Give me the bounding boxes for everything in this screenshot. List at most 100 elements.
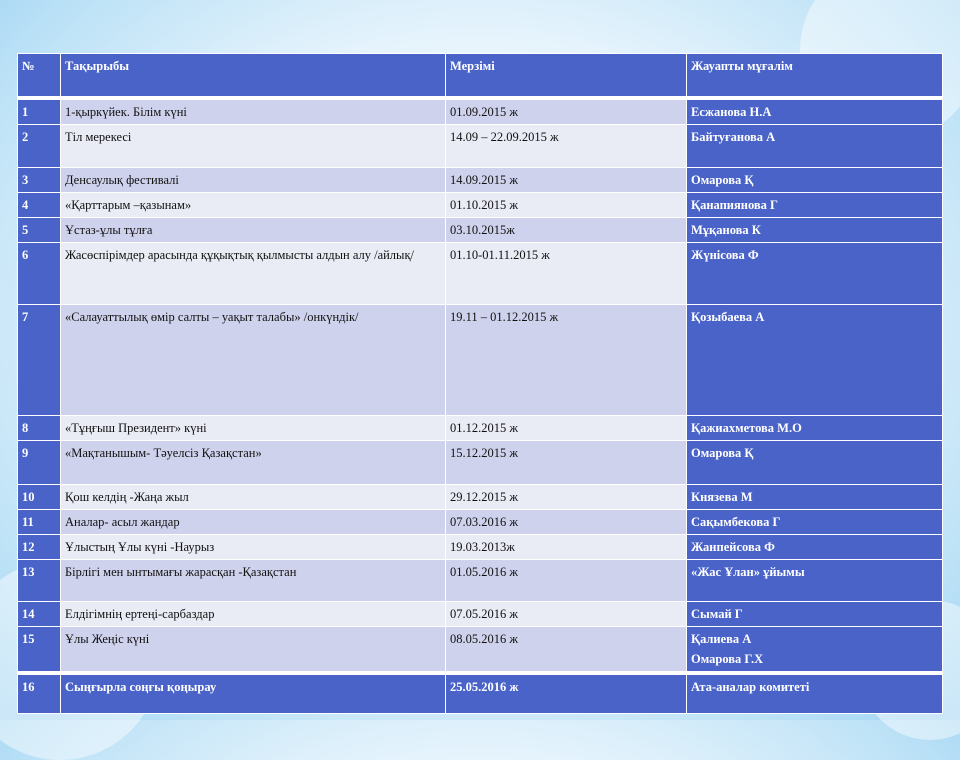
table-row: 16 Сыңғырла соңғы қоңырау 25.05.2016 ж Ата-… xyxy=(17,671,943,714)
row-responsible-text: Омарова Қ xyxy=(691,173,754,187)
table-row: 4 «Қарттарым –қазынам» 01.10.2015 ж Қанапия… xyxy=(17,192,943,218)
row-topic-text: Ұлы Жеңіс күні xyxy=(65,632,150,646)
row-date-text: 01.10-01.11.2015 ж xyxy=(450,248,550,262)
row-number-text: 6 xyxy=(22,248,29,262)
row-date-text: 07.05.2016 ж xyxy=(450,607,519,621)
row-number-text: 2 xyxy=(22,130,29,144)
row-date-text: 15.12.2015 ж xyxy=(450,446,519,460)
row-date: 19.11 – 01.12.2015 ж xyxy=(445,304,687,416)
row-responsible-text: Ата-аналар комитеті xyxy=(691,680,810,694)
row-topic: Сыңғырла соңғы қоңырау xyxy=(60,671,446,714)
table-row: 6 Жасөспірімдер арасында құқықтық қылмыст… xyxy=(17,242,943,305)
row-topic: «Қарттарым –қазынам» xyxy=(60,192,446,218)
row-date: 01.09.2015 ж xyxy=(445,97,687,125)
row-date: 01.05.2016 ж xyxy=(445,559,687,602)
row-topic: Елдігімнің ертеңі-сарбаздар xyxy=(60,601,446,627)
row-responsible: Қанапиянова Г xyxy=(686,192,943,218)
row-responsible-text: Сақымбекова Г xyxy=(691,515,781,529)
row-responsible-text: Қажиахметова М.О xyxy=(691,421,802,435)
row-number: 7 xyxy=(17,304,61,416)
row-topic: Қош келдің -Жаңа жыл xyxy=(60,484,446,510)
row-topic: «Мақтанышым- Тәуелсіз Қазақстан» xyxy=(60,440,446,485)
row-number-text: 3 xyxy=(22,173,29,187)
table-row: 11 Аналар- асыл жандар 07.03.2016 ж Сақымбе… xyxy=(17,509,943,535)
row-responsible-text: Қанапиянова Г xyxy=(691,198,778,212)
row-date-text: 07.03.2016 ж xyxy=(450,515,519,529)
row-number: 16 xyxy=(17,671,61,714)
row-date-text: 19.03.2013ж xyxy=(450,540,515,554)
row-date: 19.03.2013ж xyxy=(445,534,687,560)
row-topic-text: Бірлігі мен ынтымағы жарасқан -Қазақстан xyxy=(65,565,297,579)
row-number: 11 xyxy=(17,509,61,535)
header-number: № xyxy=(17,53,61,100)
table-row: 14 Елдігімнің ертеңі-сарбаздар 07.05.2016 … xyxy=(17,601,943,627)
row-topic: Жасөспірімдер арасында құқықтық қылмысты… xyxy=(60,242,446,305)
row-date: 15.12.2015 ж xyxy=(445,440,687,485)
table-row: 2 Тіл мерекесі 14.09 – 22.09.2015 ж Байтуға… xyxy=(17,124,943,168)
row-topic-text: Денсаулық фестивалі xyxy=(65,173,179,187)
row-number-text: 12 xyxy=(22,540,35,554)
row-responsible-text: Есжанова Н.А xyxy=(691,105,772,119)
row-topic-text: Қош келдің -Жаңа жыл xyxy=(65,490,189,504)
row-number: 14 xyxy=(17,601,61,627)
row-number-text: 11 xyxy=(22,515,34,529)
row-topic: Тіл мерекесі xyxy=(60,124,446,168)
row-responsible-text: Сымай Г xyxy=(691,607,743,621)
row-date-text: 01.12.2015 ж xyxy=(450,421,519,435)
row-responsible: Қалиева А Омарова Г.Х xyxy=(686,626,943,674)
header-topic: Тақырыбы xyxy=(60,53,446,100)
row-date-text: 01.10.2015 ж xyxy=(450,198,519,212)
row-number: 4 xyxy=(17,192,61,218)
events-table: № Тақырыбы Мерзімі Жауапты мұғалім 1 1-қы… xyxy=(17,53,943,714)
row-topic-text: Аналар- асыл жандар xyxy=(65,515,180,529)
row-responsible: Қажиахметова М.О xyxy=(686,415,943,441)
row-date-text: 03.10.2015ж xyxy=(450,223,515,237)
row-number: 9 xyxy=(17,440,61,485)
row-number: 12 xyxy=(17,534,61,560)
row-number-text: 16 xyxy=(22,680,35,694)
table-row: 3 Денсаулық фестивалі 14.09.2015 ж Омарова … xyxy=(17,167,943,193)
row-responsible: Омарова Қ xyxy=(686,440,943,485)
table-row: 9 «Мақтанышым- Тәуелсіз Қазақстан» 15.12.2… xyxy=(17,440,943,485)
row-number: 10 xyxy=(17,484,61,510)
row-topic-text: 1-қыркүйек. Білім күні xyxy=(65,105,187,119)
row-date-text: 19.11 – 01.12.2015 ж xyxy=(450,310,559,324)
table-row: 10 Қош келдің -Жаңа жыл 29.12.2015 ж Князев… xyxy=(17,484,943,510)
table-row: 5 Ұстаз-ұлы тұлға 03.10.2015ж Мұқанова К xyxy=(17,217,943,243)
row-responsible: Омарова Қ xyxy=(686,167,943,193)
row-date: 01.12.2015 ж xyxy=(445,415,687,441)
row-date: 07.03.2016 ж xyxy=(445,509,687,535)
row-number: 15 xyxy=(17,626,61,674)
row-topic-text: «Қарттарым –қазынам» xyxy=(65,198,192,212)
row-responsible-text: Жүнісова Ф xyxy=(691,248,759,262)
row-date-text: 14.09.2015 ж xyxy=(450,173,519,187)
row-date: 07.05.2016 ж xyxy=(445,601,687,627)
row-date: 14.09.2015 ж xyxy=(445,167,687,193)
row-responsible: Ата-аналар комитеті xyxy=(686,671,943,714)
row-responsible: Мұқанова К xyxy=(686,217,943,243)
row-number: 1 xyxy=(17,97,61,125)
row-topic: Денсаулық фестивалі xyxy=(60,167,446,193)
row-topic-text: Ұлыстың Ұлы күні -Наурыз xyxy=(65,540,215,554)
row-responsible-text: Қозыбаева А xyxy=(691,310,765,324)
row-number-text: 8 xyxy=(22,421,29,435)
row-responsible: Есжанова Н.А xyxy=(686,97,943,125)
row-responsible-text: Омарова Г.Х xyxy=(691,652,764,666)
row-number: 13 xyxy=(17,559,61,602)
row-responsible-text: Жанпейсова Ф xyxy=(691,540,775,554)
row-number: 8 xyxy=(17,415,61,441)
row-date-text: 01.05.2016 ж xyxy=(450,565,519,579)
table-row: 12 Ұлыстың Ұлы күні -Наурыз 19.03.2013ж Жан… xyxy=(17,534,943,560)
table-row: 7 «Салауаттылық өмір салты – уақыт талабы… xyxy=(17,304,943,416)
row-number-text: 4 xyxy=(22,198,29,212)
row-topic: «Салауаттылық өмір салты – уақыт талабы»… xyxy=(60,304,446,416)
row-responsible: Сымай Г xyxy=(686,601,943,627)
row-date: 29.12.2015 ж xyxy=(445,484,687,510)
row-date: 25.05.2016 ж xyxy=(445,671,687,714)
row-number: 5 xyxy=(17,217,61,243)
row-number-text: 15 xyxy=(22,632,35,646)
row-topic: Ұлыстың Ұлы күні -Наурыз xyxy=(60,534,446,560)
row-responsible-text: Князева М xyxy=(691,490,753,504)
row-topic-text: Тіл мерекесі xyxy=(65,130,132,144)
row-responsible-text: Мұқанова К xyxy=(691,223,761,237)
